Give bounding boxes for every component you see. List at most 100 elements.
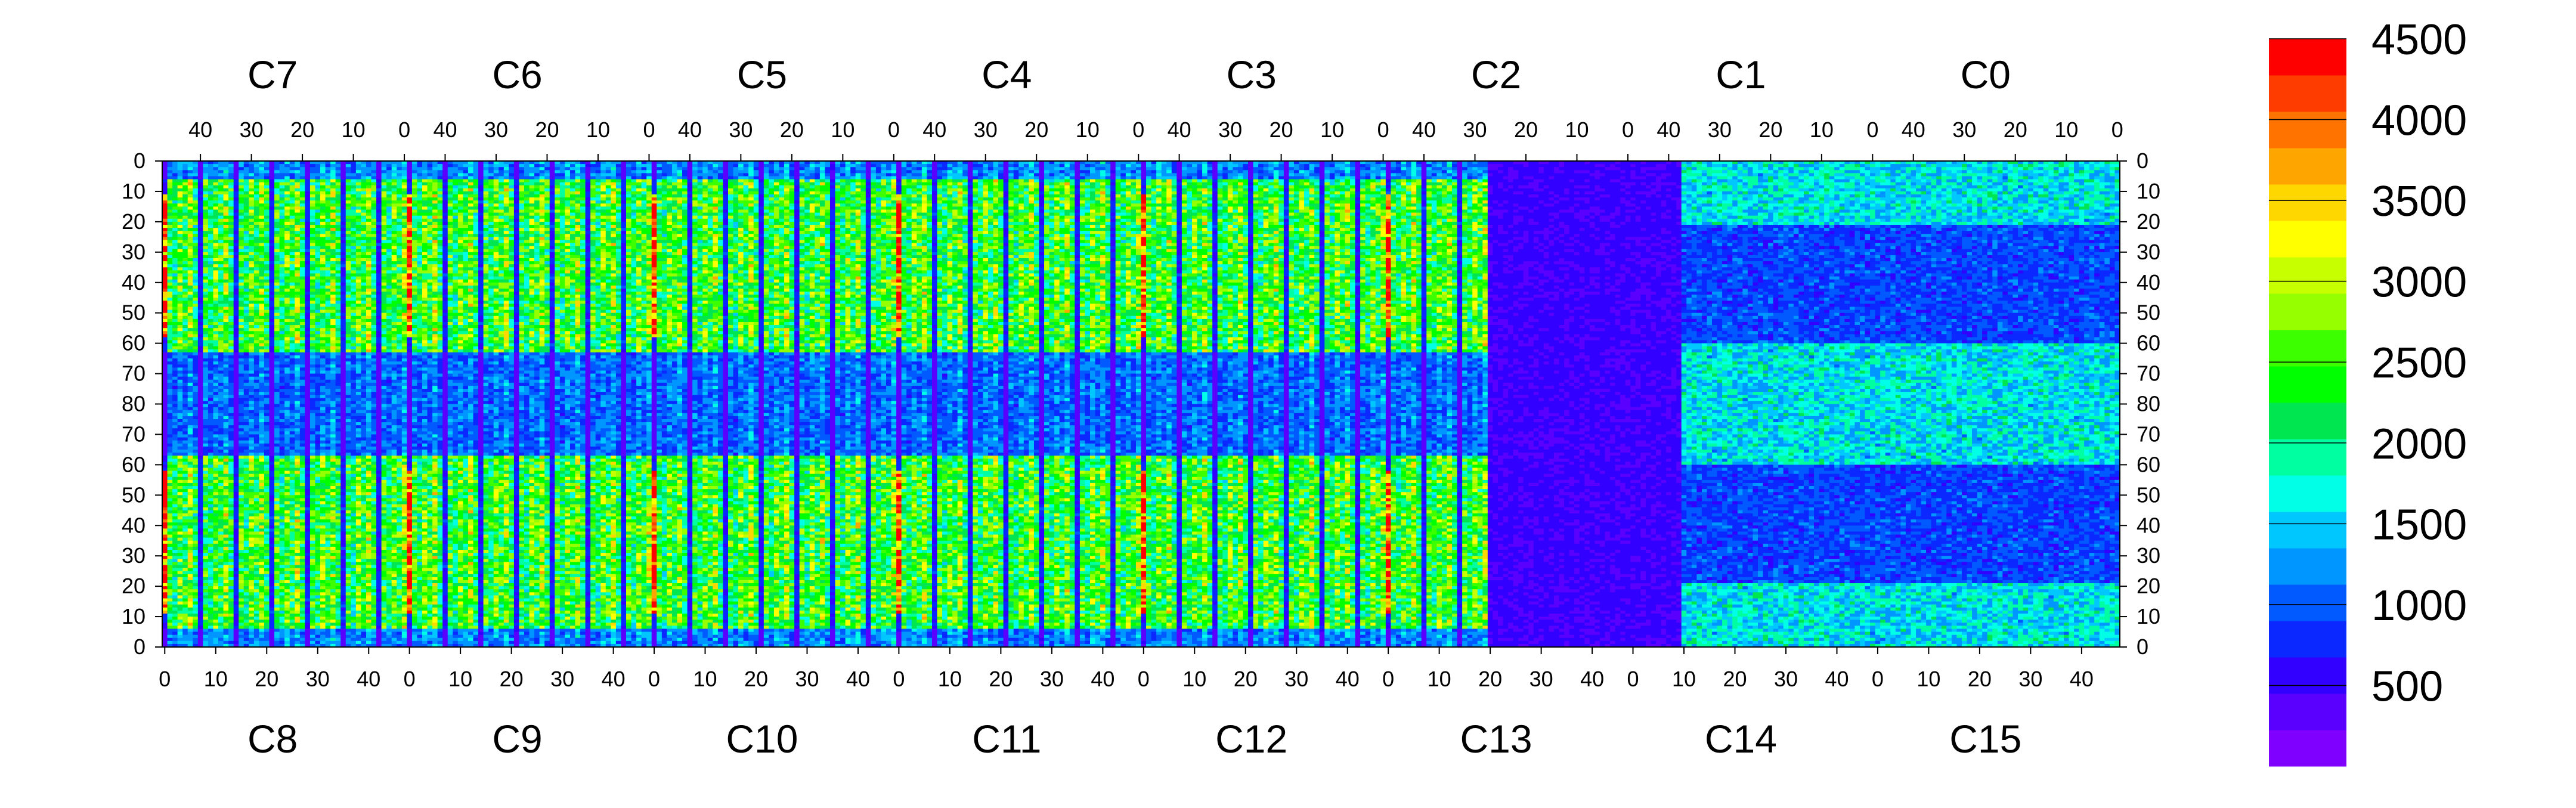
heatmap-cell: [168, 468, 173, 471]
heatmap-cell: [162, 200, 168, 204]
heatmap-cell: [162, 565, 168, 568]
heatmap-cell: [172, 355, 178, 359]
heatmap-cell: [198, 249, 203, 253]
heatmap-cell: [162, 280, 168, 283]
heatmap-cell: [172, 283, 178, 286]
heatmap-cell: [193, 453, 198, 456]
heatmap-cell: [168, 617, 173, 620]
heatmap-cell: [198, 498, 203, 501]
heatmap-cell: [188, 234, 193, 237]
heatmap-cell: [168, 486, 173, 490]
heatmap-cell: [168, 453, 173, 456]
heatmap-cell: [168, 191, 173, 195]
heatmap-cell: [162, 416, 168, 420]
heatmap-cell: [193, 477, 198, 481]
heatmap-cell: [168, 398, 173, 401]
heatmap-cell: [162, 605, 168, 608]
heatmap-cell: [188, 340, 193, 344]
heatmap-cell: [162, 273, 168, 277]
heatmap-cell: [188, 255, 193, 259]
heatmap-cell: [172, 444, 178, 447]
heatmap-cell: [182, 438, 188, 441]
heatmap-cell: [188, 191, 193, 195]
heatmap-cell: [168, 273, 173, 277]
heatmap-cell: [178, 310, 183, 314]
heatmap-cell: [188, 565, 193, 568]
heatmap-cell: [188, 471, 193, 475]
heatmap-cell: [182, 611, 188, 614]
heatmap-cell: [178, 531, 183, 535]
heatmap-cell: [182, 243, 188, 247]
heatmap-cell: [188, 380, 193, 383]
heatmap-cell: [168, 252, 173, 256]
heatmap-cell: [188, 422, 193, 426]
heatmap-cell: [162, 480, 168, 484]
heatmap-cell: [193, 428, 198, 432]
heatmap-cell: [198, 538, 203, 541]
heatmap-cell: [168, 261, 173, 265]
heatmap-cell: [193, 246, 198, 250]
heatmap-cell: [198, 286, 203, 289]
heatmap-cell: [193, 225, 198, 228]
heatmap-cell: [193, 431, 198, 435]
heatmap-cell: [182, 483, 188, 487]
heatmap-cell: [172, 343, 178, 347]
heatmap-cell: [162, 632, 168, 636]
heatmap-cell: [172, 550, 178, 553]
heatmap-cell: [193, 434, 198, 438]
heatmap-cell: [182, 626, 188, 629]
heatmap-cell: [178, 340, 183, 344]
heatmap-cell: [188, 352, 193, 356]
heatmap-cell: [162, 620, 168, 623]
heatmap-cell: [168, 325, 173, 329]
heatmap-cell: [162, 386, 168, 389]
heatmap-cell: [198, 331, 203, 335]
heatmap-cell: [162, 228, 168, 231]
heatmap-cell: [178, 401, 183, 404]
heatmap-cell: [188, 623, 193, 626]
heatmap-cell: [172, 620, 178, 623]
heatmap-cell: [193, 346, 198, 350]
heatmap-cell: [182, 370, 188, 374]
heatmap-cell: [168, 531, 173, 535]
heatmap-cell: [162, 319, 168, 323]
heatmap-cell: [182, 237, 188, 240]
heatmap-cell: [168, 410, 173, 414]
heatmap-cell: [162, 197, 168, 201]
heatmap-cell: [178, 222, 183, 225]
heatmap-cell: [193, 589, 198, 593]
heatmap-cell: [193, 213, 198, 216]
heatmap-cell: [172, 191, 178, 195]
heatmap-cell: [162, 535, 168, 538]
heatmap-cell: [168, 164, 173, 168]
heatmap-cell: [178, 580, 183, 584]
heatmap-cell: [162, 231, 168, 234]
heatmap-cell: [172, 404, 178, 408]
heatmap-cell: [172, 562, 178, 565]
heatmap-cell: [188, 538, 193, 541]
heatmap-cell: [168, 316, 173, 320]
heatmap-cell: [188, 525, 193, 529]
heatmap-cell: [178, 410, 183, 414]
heatmap-cell: [182, 602, 188, 605]
heatmap-cell: [178, 495, 183, 499]
heatmap-cell: [198, 425, 203, 429]
heatmap-cell: [162, 559, 168, 562]
heatmap-cell: [182, 495, 188, 499]
heatmap-cell: [193, 632, 198, 636]
heatmap-cell: [188, 516, 193, 520]
heatmap-cell: [198, 343, 203, 347]
heatmap-cell: [198, 310, 203, 314]
heatmap-cell: [182, 404, 188, 408]
heatmap-cell: [188, 206, 193, 210]
heatmap-cell: [198, 246, 203, 250]
heatmap-cell: [182, 583, 188, 587]
heatmap-cell: [168, 413, 173, 417]
heatmap-cell: [193, 586, 198, 590]
heatmap-cell: [198, 438, 203, 441]
heatmap-cell: [172, 583, 178, 587]
heatmap-cell: [162, 203, 168, 207]
heatmap-cell: [188, 507, 193, 511]
heatmap-cell: [198, 346, 203, 350]
heatmap-cell: [178, 422, 183, 426]
